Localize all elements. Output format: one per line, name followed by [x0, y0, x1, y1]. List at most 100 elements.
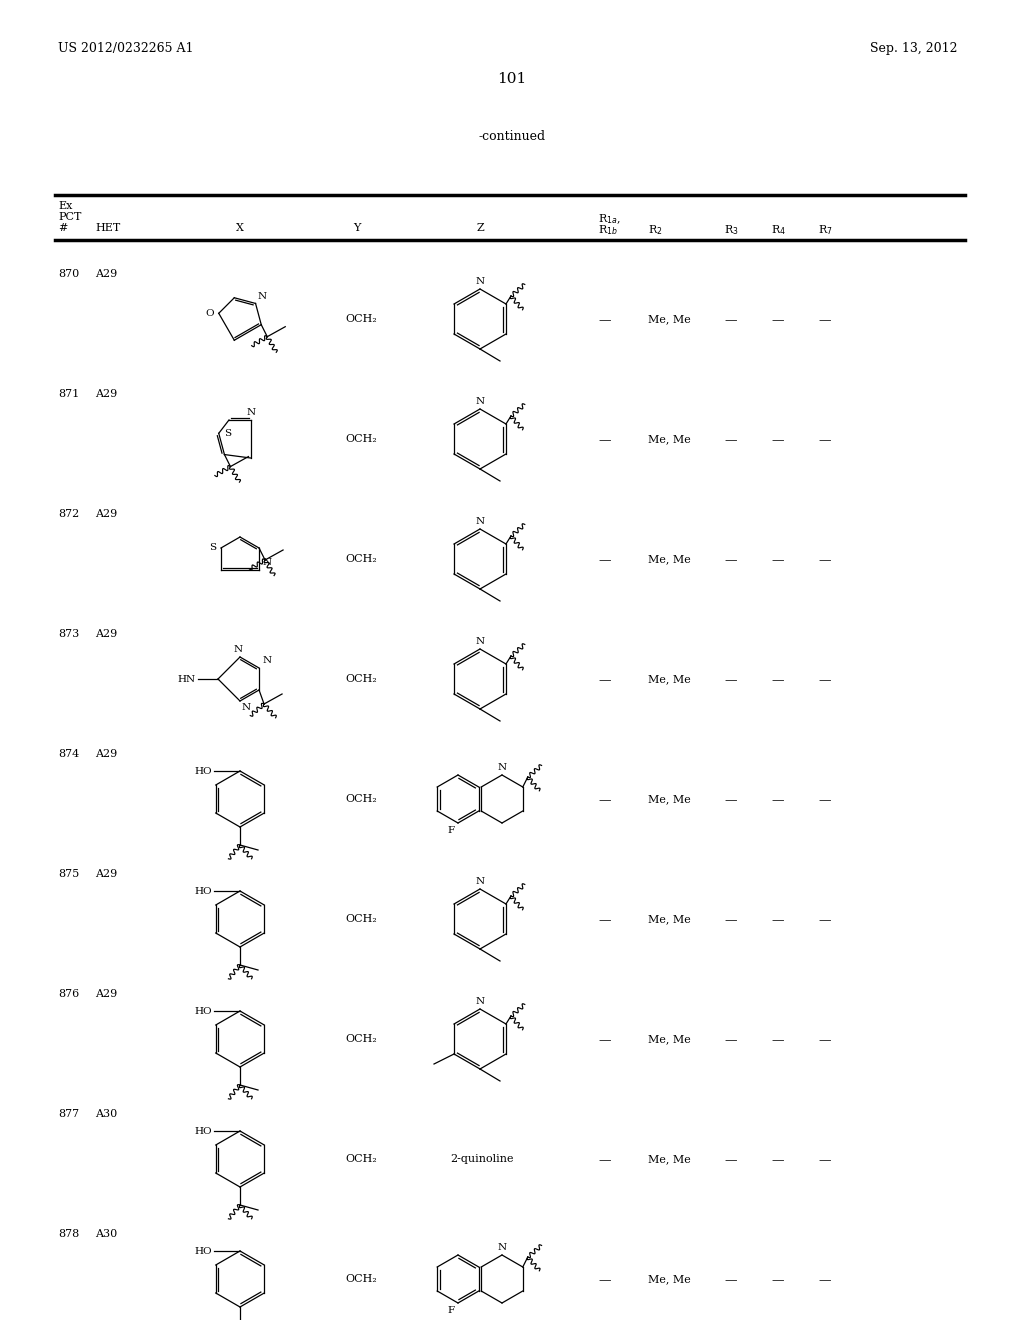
Text: —: — [724, 314, 736, 327]
Text: OCH₂: OCH₂ [345, 314, 377, 323]
Text: A30: A30 [95, 1109, 118, 1119]
Text: Me, Me: Me, Me [648, 554, 691, 564]
Text: A29: A29 [95, 869, 118, 879]
Text: —: — [818, 795, 830, 807]
Text: N: N [262, 558, 271, 568]
Text: OCH₂: OCH₂ [345, 913, 377, 924]
Text: Me, Me: Me, Me [648, 795, 691, 804]
Text: —: — [771, 675, 783, 686]
Text: OCH₂: OCH₂ [345, 1034, 377, 1044]
Text: —: — [598, 675, 610, 686]
Text: —: — [724, 913, 736, 927]
Text: —: — [598, 1034, 610, 1047]
Text: —: — [724, 1274, 736, 1287]
Text: R$_{1b}$: R$_{1b}$ [598, 223, 617, 236]
Text: —: — [598, 434, 610, 447]
Text: N: N [475, 397, 484, 407]
Text: N: N [247, 408, 256, 417]
Text: —: — [818, 1034, 830, 1047]
Text: Me, Me: Me, Me [648, 434, 691, 444]
Text: 2-quinoline: 2-quinoline [450, 1154, 513, 1164]
Text: —: — [724, 554, 736, 568]
Text: —: — [818, 554, 830, 568]
Text: OCH₂: OCH₂ [345, 795, 377, 804]
Text: —: — [771, 795, 783, 807]
Text: N: N [475, 517, 484, 525]
Text: PCT: PCT [58, 213, 81, 222]
Text: —: — [724, 1034, 736, 1047]
Text: X: X [237, 223, 244, 234]
Text: HET: HET [95, 223, 120, 234]
Text: OCH₂: OCH₂ [345, 1154, 377, 1164]
Text: —: — [818, 913, 830, 927]
Text: Me, Me: Me, Me [648, 314, 691, 323]
Text: N: N [262, 656, 271, 665]
Text: 101: 101 [498, 73, 526, 86]
Text: N: N [242, 704, 251, 711]
Text: —: — [771, 314, 783, 327]
Text: N: N [258, 293, 266, 301]
Text: Me, Me: Me, Me [648, 1274, 691, 1284]
Text: —: — [771, 1034, 783, 1047]
Text: A29: A29 [95, 989, 118, 999]
Text: —: — [598, 314, 610, 327]
Text: #: # [58, 223, 68, 234]
Text: —: — [724, 675, 736, 686]
Text: N: N [233, 645, 243, 653]
Text: N: N [475, 638, 484, 645]
Text: N: N [498, 1243, 507, 1251]
Text: Z: Z [476, 223, 483, 234]
Text: S: S [224, 429, 230, 438]
Text: R$_{7}$: R$_{7}$ [818, 223, 833, 236]
Text: OCH₂: OCH₂ [345, 554, 377, 564]
Text: —: — [818, 314, 830, 327]
Text: —: — [724, 434, 736, 447]
Text: US 2012/0232265 A1: US 2012/0232265 A1 [58, 42, 194, 55]
Text: —: — [818, 675, 830, 686]
Text: —: — [771, 1274, 783, 1287]
Text: —: — [818, 1154, 830, 1167]
Text: HO: HO [195, 1006, 212, 1015]
Text: —: — [598, 1154, 610, 1167]
Text: F: F [447, 826, 455, 836]
Text: N: N [475, 876, 484, 886]
Text: R$_{3}$: R$_{3}$ [724, 223, 738, 236]
Text: N: N [498, 763, 507, 772]
Text: HO: HO [195, 887, 212, 895]
Text: —: — [598, 1274, 610, 1287]
Text: R$_{1a}$,: R$_{1a}$, [598, 213, 621, 226]
Text: —: — [818, 434, 830, 447]
Text: —: — [771, 913, 783, 927]
Text: OCH₂: OCH₂ [345, 434, 377, 444]
Text: A29: A29 [95, 389, 118, 399]
Text: 872: 872 [58, 510, 79, 519]
Text: Sep. 13, 2012: Sep. 13, 2012 [870, 42, 957, 55]
Text: 878: 878 [58, 1229, 79, 1239]
Text: R$_{4}$: R$_{4}$ [771, 223, 786, 236]
Text: —: — [818, 1274, 830, 1287]
Text: R$_{2}$: R$_{2}$ [648, 223, 663, 236]
Text: HO: HO [195, 767, 212, 776]
Text: Me, Me: Me, Me [648, 1154, 691, 1164]
Text: Ex: Ex [58, 201, 73, 211]
Text: -continued: -continued [478, 129, 546, 143]
Text: OCH₂: OCH₂ [345, 675, 377, 684]
Text: —: — [598, 554, 610, 568]
Text: 875: 875 [58, 869, 79, 879]
Text: 876: 876 [58, 989, 79, 999]
Text: OCH₂: OCH₂ [345, 1274, 377, 1284]
Text: —: — [771, 434, 783, 447]
Text: A29: A29 [95, 748, 118, 759]
Text: 874: 874 [58, 748, 79, 759]
Text: Y: Y [353, 223, 360, 234]
Text: F: F [447, 1305, 455, 1315]
Text: —: — [598, 795, 610, 807]
Text: Me, Me: Me, Me [648, 1034, 691, 1044]
Text: O: O [205, 309, 214, 318]
Text: Me, Me: Me, Me [648, 913, 691, 924]
Text: A29: A29 [95, 510, 118, 519]
Text: 870: 870 [58, 269, 79, 279]
Text: N: N [475, 277, 484, 286]
Text: —: — [724, 1154, 736, 1167]
Text: —: — [724, 795, 736, 807]
